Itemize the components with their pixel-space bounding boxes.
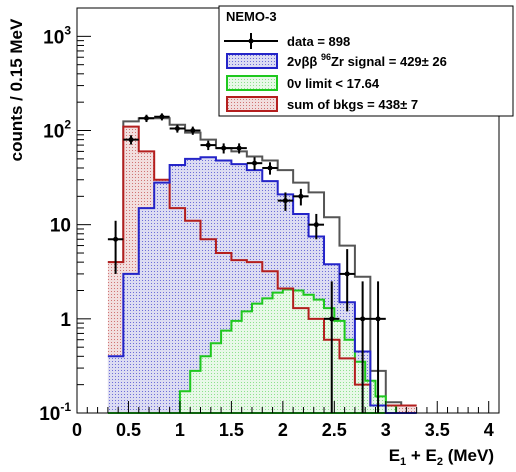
legend-label-data: data = 898 [287,34,350,49]
legend-entry-limit: 0ν limit < 17.64 [226,75,380,91]
series-signal-line [107,156,417,414]
y-tick-label: 10 [50,216,71,237]
x-tick-label: 3 [381,420,391,440]
data-marker [360,316,366,322]
data-marker [282,198,288,204]
x-tick-label: 2.5 [322,420,347,440]
y-tick-label: 1 [60,310,71,331]
x-axis-title: E1 + E2 (MeV) [389,446,494,468]
data-point [246,157,263,171]
x-tick-label: 1 [175,420,185,440]
x-tick-label: 0 [72,420,82,440]
data-point [123,135,139,145]
data-point [169,124,186,133]
plot-area [107,113,417,414]
data-point [370,281,386,413]
data-point [277,192,294,211]
data-point [324,281,340,413]
data-marker [329,316,335,322]
data-point [231,143,247,154]
legend-label-signal-main: 2νββ [287,54,321,69]
x-tick-label: 1.5 [219,420,244,440]
x-tick-label: 0.5 [116,420,141,440]
x-tick-label: 3.5 [425,420,450,440]
data-point [107,220,124,274]
data-point [262,162,278,175]
data-marker [128,137,134,143]
data-point [215,143,232,154]
data-marker [252,160,258,166]
legend-label-limit: 0ν limit < 17.64 [287,76,380,91]
legend-title: NEMO-3 [226,9,277,24]
data-marker [344,271,350,277]
data-marker [174,126,180,132]
legend: NEMO-3 data = 898 2νββ 96Zr signal = 429… [218,5,514,117]
data-point [339,249,355,312]
data-point [200,140,216,151]
data-marker [267,165,273,171]
data-point [308,213,325,240]
y-axis-title: counts / 0.15 MeV [7,18,26,161]
data-point [293,188,309,206]
data-marker [143,115,149,121]
y-tick-label: 103 [43,23,71,48]
data-marker [221,145,227,151]
series-total-mc [107,117,417,414]
data-marker [298,193,304,199]
legend-entry-signal: 2νββ 96Zr signal = 429± 26 [226,52,447,69]
legend-label-signal: 2νββ 96Zr signal = 429± 26 [287,52,447,69]
legend-label-signal-rest: Zr signal = 429± 26 [331,54,447,69]
data-marker [159,114,165,120]
x-tick-label: 2 [278,420,288,440]
data-marker [313,222,319,228]
data-marker [205,142,211,148]
legend-entry-bkg: sum of bkgs = 438± 7 [226,96,418,112]
y-tick-label: 10-1 [39,400,71,425]
data-point [138,114,155,123]
legend-entry-data: data = 898 [224,33,350,49]
data-marker [375,316,381,322]
data-point [185,126,201,135]
series-bkg-line [107,125,417,407]
legend-label-signal-sup: 96 [321,52,331,62]
data-marker [190,128,196,134]
y-tick-label: 102 [43,118,71,143]
data-marker [236,145,242,151]
data-point [154,113,170,121]
legend-label-bkg: sum of bkgs = 438± 7 [287,97,418,112]
data-point [354,281,371,413]
data-marker [113,236,119,242]
x-tick-label: 4 [484,420,494,440]
